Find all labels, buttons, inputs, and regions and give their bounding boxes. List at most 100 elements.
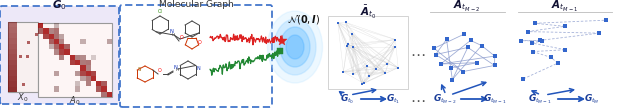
Text: $\boldsymbol{G}_{t_M}$: $\boldsymbol{G}_{t_M}$ bbox=[584, 92, 600, 106]
Point bbox=[600, 19, 611, 21]
Text: S: S bbox=[138, 67, 141, 72]
Bar bbox=[96, 86, 101, 92]
Bar bbox=[22, 83, 25, 86]
Point bbox=[431, 54, 441, 55]
Point bbox=[458, 71, 468, 72]
FancyBboxPatch shape bbox=[120, 5, 272, 107]
Bar bbox=[38, 23, 112, 97]
Point bbox=[442, 39, 452, 40]
Text: $\bar{\boldsymbol{A}}_{t_{M-1}}$: $\bar{\boldsymbol{A}}_{t_{M-1}}$ bbox=[552, 0, 579, 14]
Point bbox=[436, 63, 446, 65]
Point bbox=[333, 22, 343, 23]
Bar bbox=[80, 60, 86, 65]
Point bbox=[347, 33, 357, 35]
Bar bbox=[91, 71, 96, 76]
Bar bbox=[80, 76, 86, 81]
Bar bbox=[44, 28, 49, 34]
Bar bbox=[101, 92, 107, 97]
Bar bbox=[70, 60, 75, 65]
Bar bbox=[80, 71, 86, 76]
Bar bbox=[107, 92, 112, 97]
Bar bbox=[70, 55, 75, 60]
Bar bbox=[54, 71, 59, 76]
Bar bbox=[49, 44, 54, 49]
Point bbox=[490, 55, 500, 57]
Bar bbox=[59, 44, 65, 49]
Bar bbox=[8, 60, 17, 65]
Bar bbox=[8, 81, 17, 87]
Point bbox=[516, 40, 526, 42]
Text: Molecular Graph: Molecular Graph bbox=[159, 1, 234, 9]
Bar bbox=[54, 34, 59, 39]
Bar bbox=[38, 23, 44, 28]
Point bbox=[348, 47, 358, 48]
Bar bbox=[54, 86, 59, 92]
Text: $\boldsymbol{G}_{t_0}$: $\boldsymbol{G}_{t_0}$ bbox=[340, 92, 354, 106]
Bar bbox=[91, 55, 96, 60]
Bar bbox=[86, 60, 91, 65]
Bar bbox=[86, 71, 91, 76]
Bar bbox=[54, 44, 59, 49]
Point bbox=[393, 67, 403, 69]
Bar bbox=[59, 55, 65, 60]
Point bbox=[537, 40, 547, 42]
Bar bbox=[59, 39, 65, 44]
Point bbox=[490, 65, 500, 66]
Bar bbox=[75, 71, 80, 76]
Bar bbox=[38, 28, 44, 34]
Point bbox=[527, 42, 537, 44]
Point bbox=[390, 46, 400, 48]
Point bbox=[343, 43, 353, 45]
Bar bbox=[27, 41, 30, 43]
Bar bbox=[80, 65, 86, 71]
Text: $\boldsymbol{G}_{t_1}$: $\boldsymbol{G}_{t_1}$ bbox=[386, 92, 400, 106]
Point bbox=[446, 67, 456, 69]
Point bbox=[358, 83, 369, 84]
Text: $\bar{\boldsymbol{A}}_{t_0}$: $\bar{\boldsymbol{A}}_{t_0}$ bbox=[360, 3, 376, 21]
FancyBboxPatch shape bbox=[0, 6, 119, 104]
Bar bbox=[8, 65, 17, 71]
Bar bbox=[8, 22, 17, 27]
Bar bbox=[80, 39, 86, 44]
Text: N: N bbox=[169, 29, 173, 34]
Bar bbox=[54, 39, 59, 44]
Point bbox=[527, 51, 538, 52]
Text: O: O bbox=[180, 35, 184, 40]
Point bbox=[522, 31, 532, 32]
Point bbox=[362, 66, 372, 67]
Point bbox=[340, 21, 351, 23]
Bar bbox=[49, 34, 54, 39]
Text: $\boldsymbol{G}_{t_{M-1}}$: $\boldsymbol{G}_{t_{M-1}}$ bbox=[528, 92, 552, 106]
Text: Cl: Cl bbox=[157, 9, 163, 14]
Bar bbox=[101, 86, 107, 92]
Bar bbox=[8, 44, 17, 49]
Point bbox=[546, 57, 556, 58]
Bar bbox=[101, 81, 107, 86]
Text: H: H bbox=[172, 33, 175, 37]
Point bbox=[594, 32, 604, 34]
Bar bbox=[96, 81, 101, 86]
Bar bbox=[8, 87, 17, 92]
Bar bbox=[328, 16, 408, 89]
Point bbox=[364, 75, 374, 77]
Point bbox=[472, 62, 483, 63]
Point bbox=[447, 79, 458, 80]
Point bbox=[560, 49, 570, 51]
Bar bbox=[54, 49, 59, 55]
Bar bbox=[35, 33, 38, 36]
Point bbox=[518, 78, 529, 80]
Point bbox=[371, 68, 381, 69]
Text: $\cdots$: $\cdots$ bbox=[410, 91, 426, 106]
Bar bbox=[8, 22, 38, 92]
Bar bbox=[54, 23, 59, 28]
Bar bbox=[59, 49, 65, 55]
Bar bbox=[91, 76, 96, 81]
Text: $\boldsymbol{G}_{t_{M-1}}$: $\boldsymbol{G}_{t_{M-1}}$ bbox=[483, 92, 507, 106]
Ellipse shape bbox=[274, 19, 316, 75]
Bar bbox=[75, 60, 80, 65]
Text: N: N bbox=[173, 65, 177, 70]
Bar bbox=[8, 71, 17, 76]
Point bbox=[559, 26, 570, 27]
Point bbox=[382, 63, 392, 65]
Bar bbox=[8, 76, 17, 81]
